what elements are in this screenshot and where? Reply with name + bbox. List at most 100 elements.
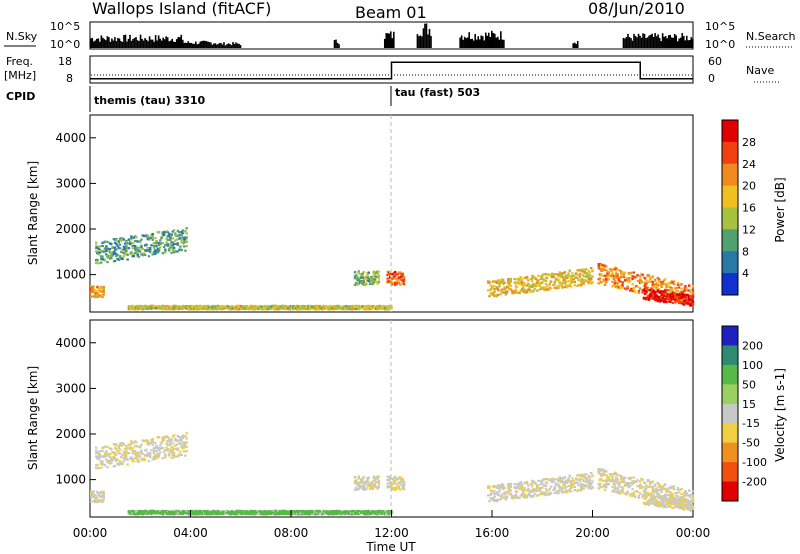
scatter-point <box>685 287 688 290</box>
nsky-bar-8 <box>630 38 632 48</box>
nsky-bar-8 <box>627 33 629 48</box>
scatter-point <box>602 485 605 488</box>
scatter-point <box>126 258 129 261</box>
scatter-point <box>101 257 104 261</box>
scatter-point <box>191 305 195 308</box>
scatter-point <box>626 287 629 290</box>
scatter-point <box>313 513 317 516</box>
scatter-point <box>376 487 379 490</box>
scatter-point <box>552 488 555 492</box>
scatter-point <box>583 278 587 282</box>
scatter-point <box>198 306 201 310</box>
scatter-point <box>687 507 691 510</box>
scatter-point <box>616 479 619 482</box>
scatter-point <box>676 488 680 491</box>
scatter-point <box>161 446 165 449</box>
scatter-point <box>166 447 170 451</box>
scatter-point <box>523 282 526 285</box>
scatter-point <box>118 462 122 465</box>
scatter-point <box>664 487 667 490</box>
scatter-point <box>564 274 568 277</box>
scatter-point <box>132 236 136 239</box>
scatter-point <box>649 293 652 296</box>
nsky-bar-2 <box>238 43 240 48</box>
scatter-point <box>674 294 677 298</box>
scatter-point <box>641 478 644 481</box>
scatter-point <box>214 511 217 514</box>
scatter-point <box>162 231 166 234</box>
scatter-point <box>329 305 333 308</box>
scatter-point <box>353 482 357 485</box>
scatter-point <box>164 305 167 308</box>
scatter-point <box>131 244 134 247</box>
nsky-bar-8 <box>667 35 670 48</box>
scatter-point <box>263 512 266 516</box>
scatter-point <box>213 512 216 516</box>
scatter-point <box>644 286 647 290</box>
scatter-point <box>686 293 690 297</box>
scatter-point <box>661 297 664 300</box>
scatter-point <box>528 489 531 492</box>
scatter-point <box>498 484 501 487</box>
scatter-point <box>362 283 366 286</box>
scatter-point <box>127 247 131 250</box>
scatter-point <box>145 305 148 308</box>
scatter-point <box>368 483 372 486</box>
scatter-point <box>578 275 582 278</box>
scatter-point <box>395 277 398 281</box>
scatter-point <box>316 509 319 512</box>
scatter-point <box>679 283 682 286</box>
scatter-point <box>671 506 675 510</box>
scatter-point <box>121 442 124 445</box>
scatter-point <box>167 305 171 308</box>
scatter-point <box>362 511 366 514</box>
scatter-point <box>612 473 615 476</box>
scatter-point <box>171 307 175 310</box>
scatter-point <box>299 511 303 514</box>
scatter-point <box>117 446 121 449</box>
scatter-point <box>363 308 367 311</box>
scatter-point <box>121 237 124 240</box>
scatter-point <box>675 289 678 293</box>
nsky-bar-0 <box>177 37 180 48</box>
nsky-panel: N.Sky 10^5 10^0 10^5 10^0 N.Search <box>4 20 796 51</box>
scatter-point <box>353 307 357 311</box>
scatter-point <box>157 436 161 439</box>
scatter-point <box>514 486 518 489</box>
scatter-point <box>649 277 652 280</box>
scatter-point <box>288 510 291 514</box>
scatter-point <box>150 307 153 311</box>
scatter-point <box>615 472 618 475</box>
scatter-point <box>277 304 280 308</box>
scatter-point <box>353 480 357 483</box>
scatter-point <box>655 503 658 506</box>
scatter-point <box>377 270 381 273</box>
scatter-point <box>597 487 600 490</box>
scatter-point <box>518 496 521 500</box>
scatter-point <box>357 512 360 515</box>
scatter-point <box>118 237 122 240</box>
scatter-point <box>532 495 535 498</box>
scatter-point <box>185 432 188 435</box>
scatter-point <box>669 296 672 299</box>
scatter-point <box>128 242 132 246</box>
scatter-point <box>130 236 133 239</box>
scatter-point <box>394 476 397 479</box>
scatter-point <box>355 509 358 513</box>
scatter-point <box>632 276 636 279</box>
nsearch-label: N.Search <box>746 30 796 43</box>
scatter-point <box>650 295 653 298</box>
scatter-point <box>645 290 648 293</box>
scatter-point <box>253 308 256 311</box>
scatter-point <box>360 279 363 283</box>
scatter-point <box>90 491 93 494</box>
scatter-point <box>318 305 322 308</box>
scatter-point <box>497 288 500 291</box>
scatter-point <box>362 271 366 274</box>
scatter-point <box>175 512 178 515</box>
scatter-point <box>632 493 636 496</box>
scatter-point <box>533 276 536 279</box>
scatter-point <box>557 286 560 289</box>
scatter-point <box>338 509 342 513</box>
scatter-point <box>203 510 206 513</box>
